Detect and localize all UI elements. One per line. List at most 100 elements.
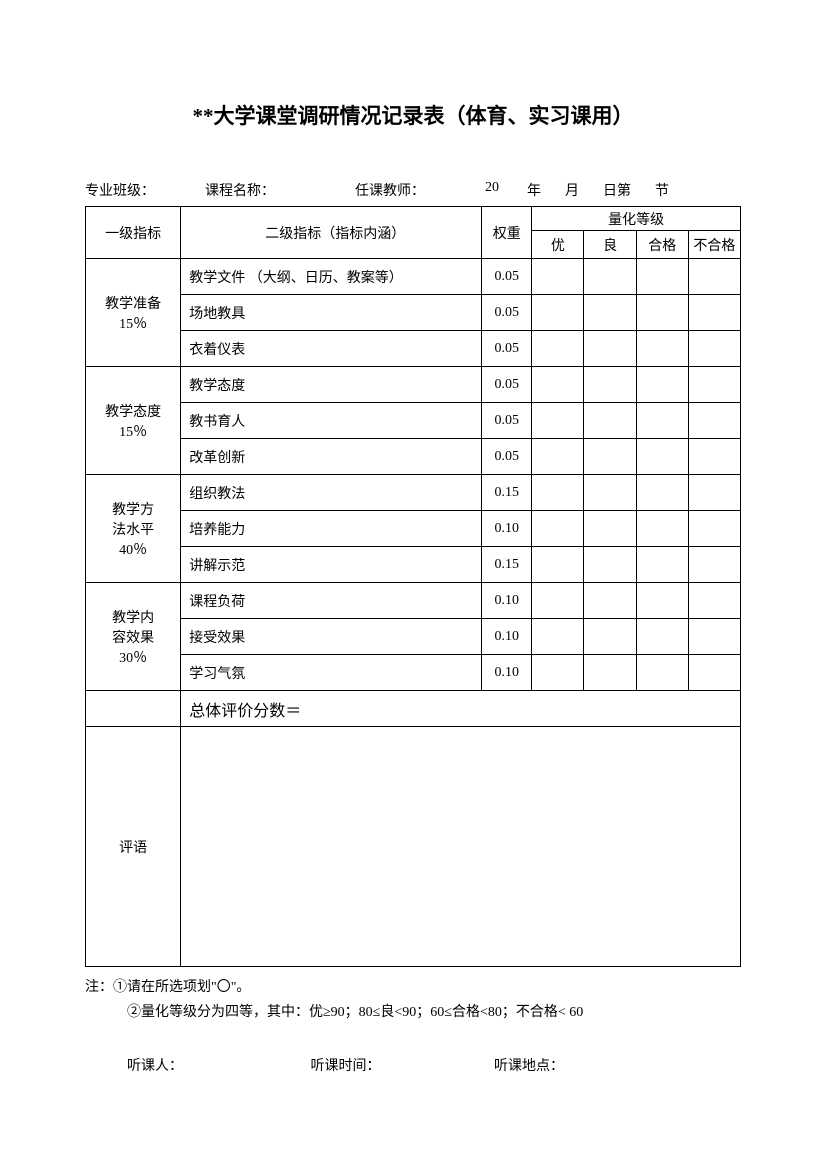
comment-area[interactable] [181,727,741,967]
grade-cell[interactable] [584,439,636,475]
item-weight: 0.15 [482,547,532,583]
item-weight: 0.10 [482,511,532,547]
item-label: 教书育人 [181,403,482,439]
header-fail: 不合格 [688,231,740,259]
grade-cell[interactable] [584,403,636,439]
grade-cell[interactable] [584,655,636,691]
instructor-label: 任课教师： [355,180,485,200]
header-grade-group: 量化等级 [532,207,741,231]
grade-cell[interactable] [532,475,584,511]
group-label: 教学内 容效果 30％ [86,583,181,691]
item-weight: 0.05 [482,259,532,295]
item-weight: 0.10 [482,619,532,655]
grade-cell[interactable] [584,475,636,511]
group-label: 教学准备 15％ [86,259,181,367]
item-label: 教学文件 （大纲、日历、教案等） [181,259,482,295]
grade-cell[interactable] [688,511,740,547]
group-label: 教学方 法水平 40％ [86,475,181,583]
item-label: 培养能力 [181,511,482,547]
grade-cell[interactable] [584,547,636,583]
grade-cell[interactable] [688,655,740,691]
grade-cell[interactable] [584,583,636,619]
grade-cell[interactable] [688,295,740,331]
note-line2: ②量化等级分为四等，其中：优≥90；80≤良<90；60≤合格<80；不合格< … [85,1000,741,1025]
item-label: 场地教具 [181,295,482,331]
item-label: 学习气氛 [181,655,482,691]
header-level1: 一级指标 [86,207,181,259]
grade-cell[interactable] [532,619,584,655]
grade-cell[interactable] [636,547,688,583]
item-label: 组织教法 [181,475,482,511]
grade-cell[interactable] [584,619,636,655]
grade-cell[interactable] [584,259,636,295]
grade-cell[interactable] [532,331,584,367]
group-label: 教学态度 15％ [86,367,181,475]
grade-cell[interactable] [688,547,740,583]
grade-cell[interactable] [584,511,636,547]
grade-cell[interactable] [688,331,740,367]
grade-cell[interactable] [584,331,636,367]
grade-cell[interactable] [688,439,740,475]
year-label: 年 [527,180,541,200]
grade-cell[interactable] [688,475,740,511]
grade-cell[interactable] [636,619,688,655]
grade-cell[interactable] [532,259,584,295]
grade-cell[interactable] [636,403,688,439]
course-name-label: 课程名称： [205,180,355,200]
item-weight: 0.15 [482,475,532,511]
header-good: 良 [584,231,636,259]
major-class-label: 专业班级： [85,180,205,200]
item-weight: 0.05 [482,295,532,331]
comment-label: 评语 [86,727,181,967]
grade-cell[interactable] [636,367,688,403]
day-label: 日第 [603,180,631,200]
date-prefix: 20 [485,180,499,200]
grade-cell[interactable] [636,295,688,331]
grade-cell[interactable] [688,259,740,295]
item-weight: 0.05 [482,439,532,475]
header-pass: 合格 [636,231,688,259]
item-weight: 0.10 [482,583,532,619]
item-label: 教学态度 [181,367,482,403]
grade-cell[interactable] [532,547,584,583]
grade-cell[interactable] [532,295,584,331]
grade-cell[interactable] [532,367,584,403]
item-label: 接受效果 [181,619,482,655]
place-label: 听课地点： [494,1055,564,1075]
item-label: 改革创新 [181,439,482,475]
grade-cell[interactable] [688,367,740,403]
month-label: 月 [565,180,579,200]
grade-cell[interactable] [584,295,636,331]
item-weight: 0.05 [482,331,532,367]
grade-cell[interactable] [636,511,688,547]
item-label: 课程负荷 [181,583,482,619]
grade-cell[interactable] [636,331,688,367]
grade-cell[interactable] [584,367,636,403]
grade-cell[interactable] [688,403,740,439]
grade-cell[interactable] [688,583,740,619]
note-line1: 注：①请在所选项划"〇"。 [85,975,741,1000]
grade-cell[interactable] [636,439,688,475]
item-label: 衣着仪表 [181,331,482,367]
grade-cell[interactable] [636,655,688,691]
grade-cell[interactable] [532,403,584,439]
info-line: 专业班级： 课程名称： 任课教师： 20 年 月 日第 节 [85,180,741,200]
grade-cell[interactable] [532,439,584,475]
header-excellent: 优 [532,231,584,259]
grade-cell[interactable] [636,475,688,511]
header-weight: 权重 [482,207,532,259]
grade-cell[interactable] [532,511,584,547]
time-label: 听课时间： [311,1055,491,1075]
header-level2: 二级指标（指标内涵） [181,207,482,259]
grade-cell[interactable] [688,619,740,655]
grade-cell[interactable] [636,259,688,295]
grade-cell[interactable] [532,583,584,619]
listener-label: 听课人： [127,1055,307,1075]
grade-cell[interactable] [532,655,584,691]
item-weight: 0.05 [482,367,532,403]
period-label: 节 [655,180,669,200]
notes: 注：①请在所选项划"〇"。 ②量化等级分为四等，其中：优≥90；80≤良<90；… [85,975,741,1025]
page-title: **大学课堂调研情况记录表（体育、实习课用） [85,100,741,130]
grade-cell[interactable] [636,583,688,619]
footer-line: 听课人： 听课时间： 听课地点： [85,1055,741,1075]
